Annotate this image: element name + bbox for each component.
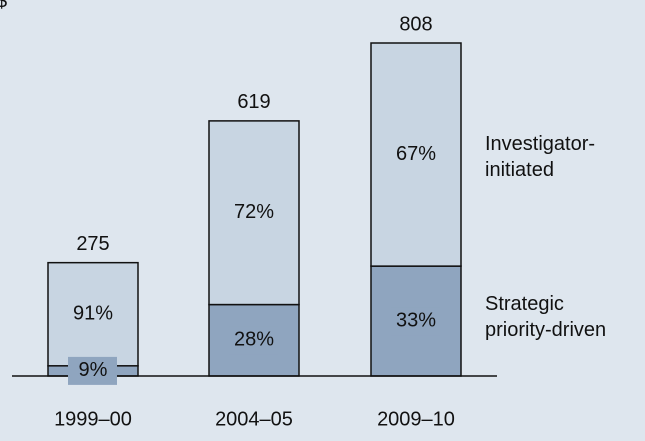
value-label: 67% — [396, 143, 436, 165]
legend-label: Investigator- initiated — [485, 133, 596, 181]
unit-label: $ — [0, 0, 7, 12]
bar-segment — [47, 261, 139, 367]
x-tick-label: 1999–00 — [54, 408, 132, 430]
total-label: 619 — [237, 91, 270, 113]
label-background — [391, 307, 440, 336]
bar-segment — [208, 120, 300, 306]
value-label: 9% — [79, 359, 108, 381]
x-tick-label: 2004–05 — [215, 408, 293, 430]
x-tick-label: 2009–10 — [377, 408, 455, 430]
bar-segment — [370, 42, 462, 267]
value-label: 33% — [396, 309, 436, 331]
value-label: 91% — [73, 303, 113, 325]
value-label: 28% — [234, 329, 274, 351]
total-label: 275 — [76, 233, 109, 255]
label-background — [68, 356, 117, 385]
label-background — [229, 326, 278, 355]
total-label: 808 — [399, 13, 432, 35]
value-label: 72% — [234, 201, 274, 223]
legend-label: Strategic priority-driven — [485, 293, 607, 341]
